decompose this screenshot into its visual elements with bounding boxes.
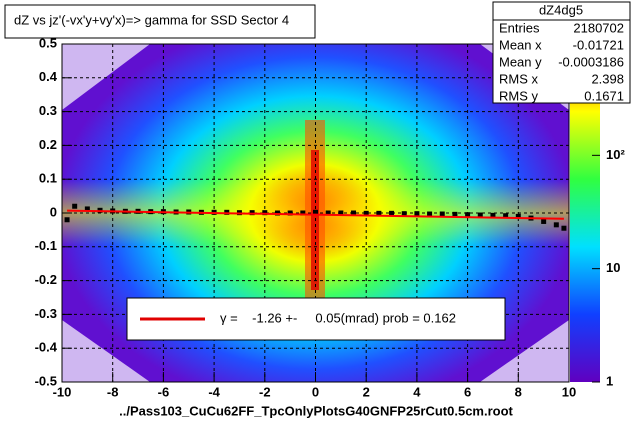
profile-point — [363, 210, 369, 216]
y-tick-label: -0.4 — [35, 340, 58, 355]
x-tick-label: 10 — [562, 384, 576, 399]
profile-point — [553, 222, 559, 228]
profile-point — [414, 211, 420, 217]
stats-value: -0.0003186 — [558, 54, 624, 69]
profile-point — [477, 212, 483, 218]
profile-point — [465, 212, 471, 218]
z-tick-label: 10² — [606, 147, 625, 162]
profile-point — [313, 209, 318, 215]
y-tick-label: -0.3 — [35, 306, 57, 321]
y-tick-label: 0.5 — [39, 35, 57, 50]
x-tick-label: -2 — [259, 384, 271, 399]
z-tick-label: 10 — [606, 260, 620, 275]
y-tick-label: 0.1 — [39, 171, 57, 186]
stats-title: dZ4dg5 — [539, 2, 583, 17]
x-tick-label: 0 — [312, 384, 319, 399]
stats-name: Mean x — [499, 37, 542, 52]
stats-name: RMS x — [499, 71, 539, 86]
stats-value: 2.398 — [591, 71, 624, 86]
profile-point — [401, 211, 407, 217]
x-tick-label: -6 — [158, 384, 170, 399]
profile-point — [515, 213, 521, 219]
profile-point — [64, 217, 70, 223]
profile-point — [274, 210, 280, 216]
profile-point — [376, 210, 382, 216]
x-axis-label: ../Pass103_CuCu62FF_TpcOnlyPlotsG40GNFP2… — [119, 403, 513, 418]
x-tick-label: 6 — [464, 384, 471, 399]
stats-value: 0.1671 — [584, 88, 624, 103]
profile-point — [262, 210, 268, 216]
stats-box: dZ4dg5 Entries 2180702 Mean x -0.01721 Mean … — [492, 1, 631, 104]
profile-point — [72, 203, 78, 209]
x-tick-label: 4 — [413, 384, 421, 399]
profile-point — [439, 211, 445, 217]
y-tick-label: 0.2 — [39, 137, 57, 152]
frame — [61, 43, 570, 383]
legend: γ = -1.26 +- 0.05(mrad) prob = 0.162 — [126, 297, 506, 341]
profile-point — [561, 225, 567, 231]
profile-point — [389, 210, 395, 216]
x-tick-label: 8 — [515, 384, 522, 399]
profile-point — [351, 210, 357, 216]
y-tick-label: 0.3 — [39, 103, 57, 118]
x-tick-label: -10 — [53, 384, 72, 399]
stats-value: 2180702 — [573, 20, 624, 35]
stats-name: Entries — [499, 20, 540, 35]
stats-name: RMS y — [499, 88, 539, 103]
profile-point — [287, 210, 293, 216]
profile-point — [338, 210, 344, 216]
y-tick-label: -0.5 — [35, 373, 57, 388]
y-tick-label: -0.2 — [35, 272, 57, 287]
fit-line — [67, 209, 564, 220]
profile-point — [503, 213, 509, 219]
profile-point — [541, 218, 547, 224]
profile-point — [300, 210, 306, 216]
chart-title: dZ vs jz'(-vx'y+vy'x)=> gamma for SSD Se… — [14, 12, 289, 27]
y-tick-label: 0.4 — [39, 69, 58, 84]
y-tick-label: -0.1 — [35, 238, 57, 253]
y-tick-label: 0 — [50, 204, 57, 219]
z-tick-label: 1 — [606, 373, 613, 388]
x-tick-label: -8 — [107, 384, 119, 399]
x-tick-label: -4 — [208, 384, 220, 399]
profile-point — [452, 211, 458, 217]
x-tick-label: 2 — [363, 384, 370, 399]
stats-name: Mean y — [499, 54, 542, 69]
profile-point — [427, 211, 433, 217]
profile-point — [490, 212, 496, 218]
legend-text: γ = -1.26 +- 0.05(mrad) prob = 0.162 — [220, 310, 456, 325]
title-box: dZ vs jz'(-vx'y+vy'x)=> gamma for SSD Se… — [4, 4, 316, 39]
profile-point — [84, 206, 90, 212]
profile-point — [325, 210, 331, 216]
stats-value: -0.01721 — [573, 37, 624, 52]
